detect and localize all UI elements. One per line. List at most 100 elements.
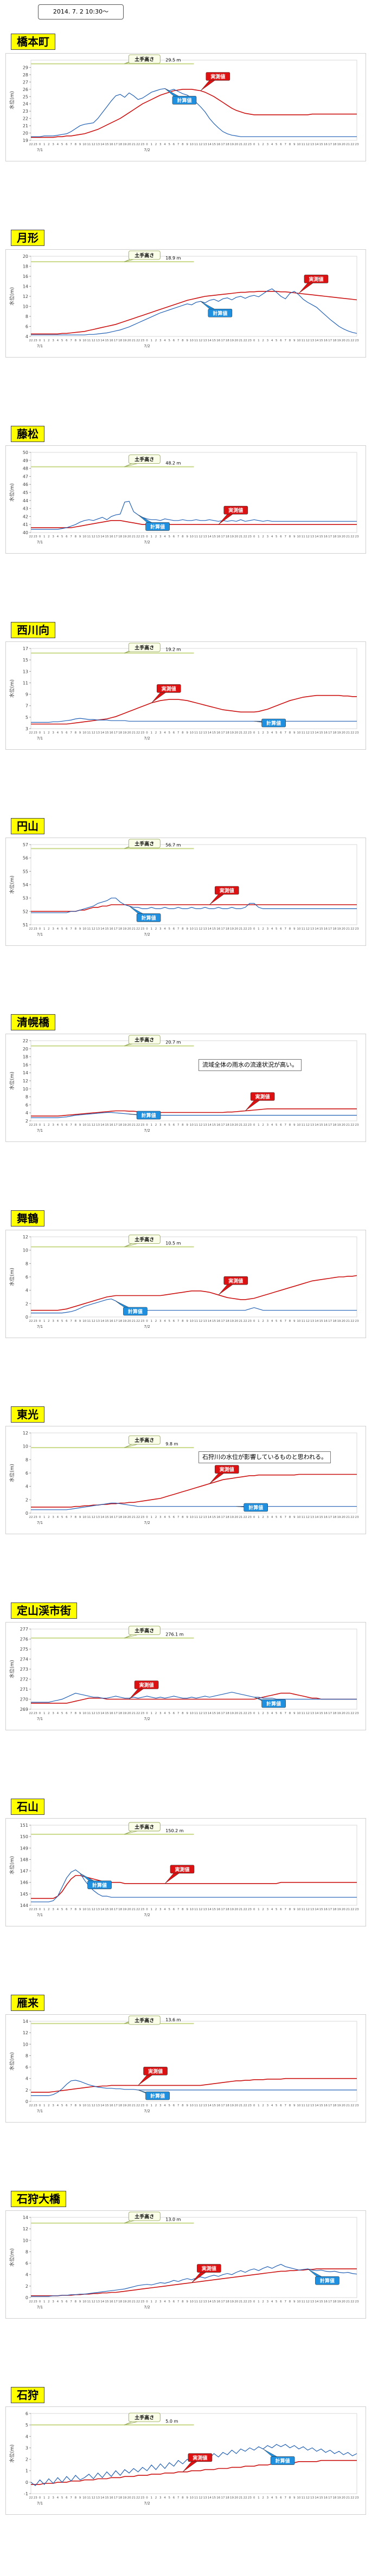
y-tick-label: 1 bbox=[25, 2469, 28, 2474]
x-tick-label: 16 bbox=[216, 1516, 220, 1519]
x-tick-label: 23 bbox=[248, 339, 252, 342]
x-tick-label: 2 bbox=[155, 143, 157, 146]
y-tick-label: 6 bbox=[25, 1102, 28, 1107]
x-tick-label: 0 bbox=[253, 1516, 255, 1519]
x-tick-label: 12 bbox=[198, 2104, 202, 2107]
x-tick-label: 19 bbox=[123, 731, 126, 735]
y-tick-label: 2 bbox=[25, 1301, 28, 1306]
x-tick-label: 20 bbox=[234, 2104, 238, 2107]
x-tick-label: 15 bbox=[105, 1908, 108, 1911]
x-tick-label: 20 bbox=[342, 2300, 345, 2304]
x-tick-label: 7 bbox=[177, 1320, 180, 1323]
x-tick-label: 8 bbox=[75, 535, 77, 538]
x-tick-label: 6 bbox=[66, 1320, 68, 1323]
x-tick-label: 16 bbox=[110, 143, 113, 146]
x-tick-label: 18 bbox=[118, 2496, 122, 2500]
x-tick-label: 6 bbox=[66, 927, 68, 931]
x-tick-label: 11 bbox=[302, 927, 305, 931]
x-tick-label: 17 bbox=[328, 1320, 332, 1323]
x-tick-label: 7 bbox=[285, 1516, 287, 1519]
x-tick-label: 20 bbox=[127, 2300, 131, 2304]
x-tick-label: 9 bbox=[79, 731, 81, 735]
x-tick-label: 8 bbox=[75, 1516, 77, 1519]
x-tick-label: 10 bbox=[82, 731, 86, 735]
x-tick-label: 21 bbox=[346, 1908, 350, 1911]
y-tick-label: 2 bbox=[25, 2457, 28, 2462]
x-tick-label: 22 bbox=[136, 927, 140, 931]
water-level-chart: 51 52 53 54 55 56 57 水位(m) 22 23 0 1 2 3 4 5 6 7 8 9 10 11 12 1… bbox=[5, 838, 366, 946]
x-day-label: 7/2 bbox=[144, 148, 150, 152]
station-panel: 円山 51 52 53 54 55 56 57 水位(m) 22 23 0 1 2 3 4 5 6 7 8 9 10 11 1… bbox=[0, 818, 378, 981]
x-tick-label: 12 bbox=[306, 535, 310, 538]
x-day-label: 7/1 bbox=[37, 540, 43, 544]
x-tick-label: 11 bbox=[194, 1516, 198, 1519]
y-tick-label: 144 bbox=[20, 1903, 28, 1908]
x-tick-label: 10 bbox=[190, 1516, 194, 1519]
x-tick-label: 15 bbox=[105, 1516, 108, 1519]
x-tick-label: 21 bbox=[239, 1516, 242, 1519]
x-tick-label: 17 bbox=[114, 1320, 118, 1323]
water-level-chart: 2 4 6 8 10 12 14 16 18 20 22 水位(m) 22 23 0 1 2 3 4 5 6 7 8 9 10 1… bbox=[5, 1034, 366, 1142]
y-tick-label: 24 bbox=[23, 102, 28, 107]
x-tick-label: 8 bbox=[289, 143, 291, 146]
x-tick-label: 9 bbox=[186, 2496, 188, 2500]
x-tick-label: 9 bbox=[186, 339, 188, 342]
x-tick-label: 14 bbox=[208, 1908, 212, 1911]
x-tick-label: 1 bbox=[43, 1712, 46, 1715]
y-tick-label: 16 bbox=[23, 1062, 28, 1067]
x-day-label: 7/2 bbox=[144, 2501, 150, 2506]
x-tick-label: 4 bbox=[271, 535, 273, 538]
x-tick-label: 12 bbox=[198, 1712, 202, 1715]
x-tick-label: 22 bbox=[29, 2300, 33, 2304]
x-tick-label: 4 bbox=[57, 1908, 59, 1911]
x-tick-label: 1 bbox=[151, 1908, 153, 1911]
y-tick-label: 42 bbox=[23, 514, 28, 519]
x-tick-label: 4 bbox=[57, 535, 59, 538]
x-tick-label: 18 bbox=[118, 1124, 122, 1127]
x-tick-label: 2 bbox=[262, 1908, 264, 1911]
x-tick-label: 23 bbox=[355, 2300, 359, 2304]
x-tick-label: 22 bbox=[350, 927, 354, 931]
x-tick-label: 1 bbox=[258, 1320, 260, 1323]
x-tick-label: 10 bbox=[297, 2496, 300, 2500]
x-tick-label: 4 bbox=[164, 927, 166, 931]
x-tick-label: 23 bbox=[355, 1320, 359, 1323]
x-tick-label: 3 bbox=[267, 339, 269, 342]
x-tick-label: 11 bbox=[87, 731, 91, 735]
x-tick-label: 11 bbox=[302, 731, 305, 735]
x-tick-label: 20 bbox=[234, 1712, 238, 1715]
y-tick-label: 55 bbox=[23, 869, 28, 874]
predicted-callout-box bbox=[261, 1699, 286, 1708]
x-tick-label: 5 bbox=[276, 731, 278, 735]
x-tick-label: 3 bbox=[52, 2300, 54, 2304]
x-tick-label: 9 bbox=[293, 2300, 296, 2304]
x-tick-label: 23 bbox=[140, 731, 144, 735]
x-tick-label: 7 bbox=[177, 1908, 180, 1911]
predicted-callout-box bbox=[244, 1503, 268, 1512]
y-tick-label: 51 bbox=[23, 923, 28, 927]
x-tick-label: 0 bbox=[39, 2104, 41, 2107]
x-tick-label: 22 bbox=[136, 1516, 140, 1519]
x-tick-label: 21 bbox=[346, 535, 350, 538]
x-tick-label: 18 bbox=[226, 339, 229, 342]
x-tick-label: 13 bbox=[310, 1712, 314, 1715]
x-tick-label: 15 bbox=[212, 1712, 216, 1715]
x-tick-label: 18 bbox=[332, 1124, 336, 1127]
x-tick-label: 17 bbox=[328, 2104, 332, 2107]
y-tick-label: 10 bbox=[23, 2238, 28, 2243]
x-tick-label: 7 bbox=[177, 143, 180, 146]
x-tick-label: 17 bbox=[328, 535, 332, 538]
y-tick-label: 8 bbox=[25, 2249, 28, 2254]
x-tick-label: 21 bbox=[239, 2104, 242, 2107]
x-tick-label: 7 bbox=[177, 2104, 180, 2107]
x-tick-label: 14 bbox=[315, 2496, 318, 2500]
x-tick-label: 12 bbox=[92, 2104, 95, 2107]
x-tick-label: 13 bbox=[203, 339, 207, 342]
x-tick-label: 16 bbox=[216, 1320, 220, 1323]
x-tick-label: 6 bbox=[66, 1908, 68, 1911]
x-tick-label: 6 bbox=[173, 1908, 175, 1911]
x-tick-label: 20 bbox=[234, 1516, 238, 1519]
x-tick-label: 2 bbox=[155, 1124, 157, 1127]
y-axis-label: 水位(m) bbox=[9, 91, 15, 109]
